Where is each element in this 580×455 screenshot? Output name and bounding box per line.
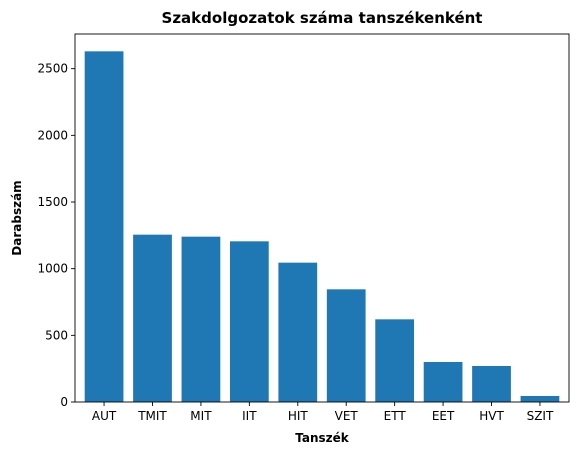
- x-tick-label: SZIT: [527, 409, 554, 423]
- x-tick-label: AUT: [92, 409, 117, 423]
- bar-eet: [423, 362, 463, 402]
- x-tick-label: MIT: [190, 409, 212, 423]
- chart-title: Szakdolgozatok száma tanszékenként: [162, 9, 483, 27]
- x-tick-label: VET: [335, 409, 359, 423]
- bar-iit: [229, 241, 269, 402]
- x-tick-label: ETT: [384, 409, 407, 423]
- plot-frame: [74, 33, 570, 403]
- y-axis-ticks: 0 500 1000 1500 2000 2500: [37, 62, 75, 409]
- bar-hit: [278, 262, 318, 402]
- x-tick-label: TMIT: [137, 409, 167, 423]
- y-tick-label: 500: [45, 328, 68, 342]
- bar-szit: [520, 396, 560, 402]
- y-tick-label: 2500: [37, 62, 68, 76]
- bar-mit: [181, 236, 221, 402]
- x-axis-ticks: AUT TMIT MIT IIT HIT VET ETT EET HVT SZIT: [92, 402, 554, 423]
- x-axis-label: Tanszék: [295, 431, 350, 445]
- x-tick-label: HVT: [479, 409, 504, 423]
- y-tick-label: 1000: [37, 262, 68, 276]
- y-tick-label: 0: [60, 395, 68, 409]
- bar-ett: [375, 319, 415, 402]
- y-tick-label: 1500: [37, 195, 68, 209]
- x-tick-label: HIT: [288, 409, 309, 423]
- x-tick-label: IIT: [242, 409, 257, 423]
- bar-tmit: [133, 234, 172, 402]
- bar-hvt: [472, 366, 511, 402]
- bars-group: [84, 51, 560, 402]
- y-tick-label: 2000: [37, 128, 68, 142]
- bar-aut: [84, 51, 124, 402]
- bar-vet: [326, 289, 366, 402]
- x-tick-label: EET: [432, 409, 455, 423]
- y-axis-label: Darabszám: [10, 180, 24, 255]
